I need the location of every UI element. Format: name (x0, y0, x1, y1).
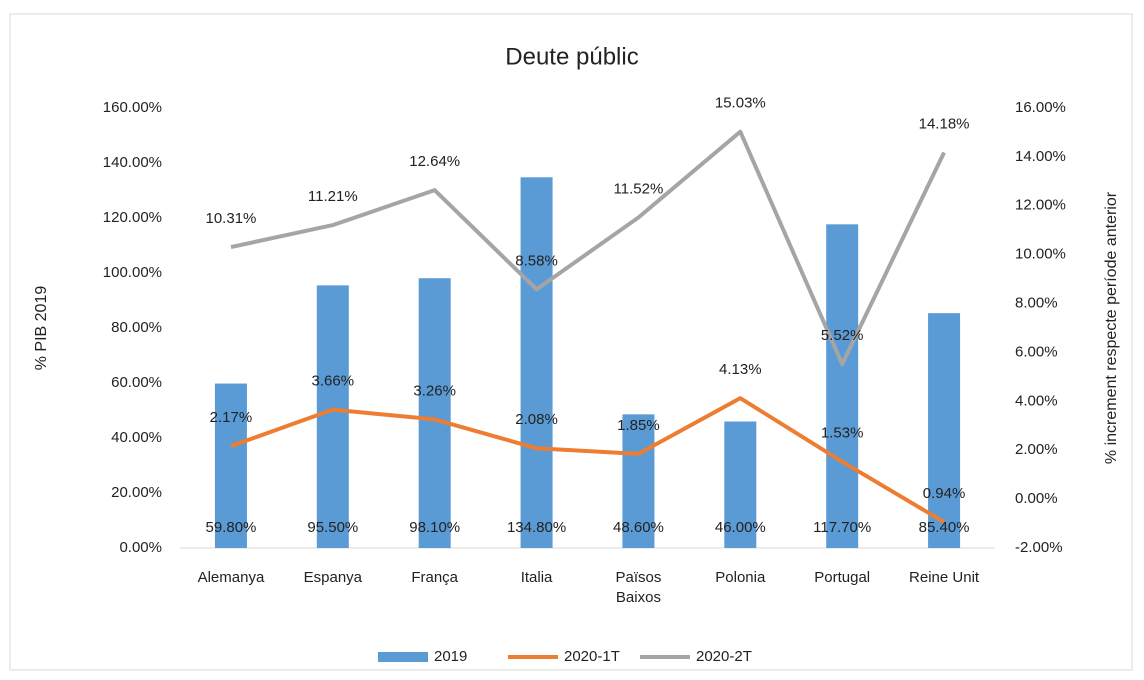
y2-axis-label: % increment respecte període anterior (1103, 191, 1120, 464)
chart-title: Deute públic (505, 43, 638, 70)
data-label: 4.13% (719, 361, 762, 378)
data-label: 117.70% (813, 519, 871, 536)
legend-swatch (378, 652, 428, 662)
bar (520, 177, 553, 549)
data-label: 8.58% (515, 252, 558, 269)
y-tick-label: 20.00% (111, 484, 162, 501)
bar (418, 278, 451, 548)
line (230, 396, 946, 524)
x-tick-label: Països Baixos (615, 569, 662, 606)
y-tick-label: 80.00% (111, 319, 162, 336)
y2-tick-label: 8.00% (1015, 295, 1058, 312)
data-label: 1.53% (821, 425, 864, 442)
y-tick-label: 0.00% (119, 539, 162, 556)
bar (826, 224, 859, 548)
data-label: 11.52% (614, 180, 664, 197)
data-label: 1.85% (617, 417, 660, 434)
data-label: 3.26% (413, 382, 456, 399)
data-label: 0.94% (923, 485, 966, 502)
x-tick-label: Reine Unit (909, 569, 980, 586)
y2-tick-label: 16.00% (1015, 99, 1066, 116)
bar (214, 383, 247, 548)
data-label: 2.08% (515, 411, 558, 428)
data-label: 11.21% (308, 188, 358, 205)
data-label: 95.50% (307, 519, 358, 536)
y-tick-label: 60.00% (111, 374, 162, 391)
data-label: 3.66% (312, 373, 355, 390)
data-label: 10.31% (206, 210, 257, 227)
data-label: 98.10% (409, 519, 460, 536)
legend-label: 2020-2T (696, 648, 752, 665)
y-tick-label: 40.00% (111, 429, 162, 446)
bar (316, 285, 349, 548)
y2-tick-label: 2.00% (1015, 441, 1058, 458)
bar (928, 313, 961, 548)
y2-tick-label: 0.00% (1015, 490, 1058, 507)
data-label: 85.40% (919, 519, 970, 536)
legend-label: 2020-1T (564, 648, 620, 665)
bar (622, 414, 655, 548)
y2-tick-label: 14.00% (1015, 148, 1066, 165)
y2-tick-label: 10.00% (1015, 246, 1066, 263)
data-label: 12.64% (409, 153, 460, 170)
x-tick-label: França (411, 569, 459, 586)
y-tick-label: 140.00% (103, 154, 162, 171)
y-axis-label: % PIB 2019 (33, 286, 50, 371)
data-label: 48.60% (613, 519, 664, 536)
data-label: 15.03% (715, 95, 766, 112)
data-label: 14.18% (919, 115, 970, 132)
x-tick-label: Espanya (303, 569, 362, 586)
data-label: 2.17% (210, 409, 253, 426)
y-tick-label: 120.00% (103, 209, 162, 226)
y2-tick-label: -2.00% (1015, 539, 1063, 556)
y-tick-label: 100.00% (103, 264, 162, 281)
data-label: 46.00% (715, 519, 766, 536)
x-tick-label: Portugal (814, 569, 871, 586)
x-tick-label: Polonia (715, 569, 766, 586)
line (230, 129, 946, 367)
x-tick-label: Italia (520, 569, 553, 586)
bar (724, 421, 757, 548)
y-tick-label: 160.00% (103, 99, 162, 116)
data-label: 134.80% (507, 519, 566, 536)
data-label: 59.80% (206, 519, 257, 536)
y2-tick-label: 6.00% (1015, 343, 1058, 360)
y2-tick-label: 4.00% (1015, 392, 1058, 409)
legend-label: 2019 (434, 648, 467, 665)
data-label: 5.52% (821, 327, 864, 344)
y2-tick-label: 12.00% (1015, 197, 1066, 214)
x-tick-label: Alemanya (197, 569, 265, 586)
